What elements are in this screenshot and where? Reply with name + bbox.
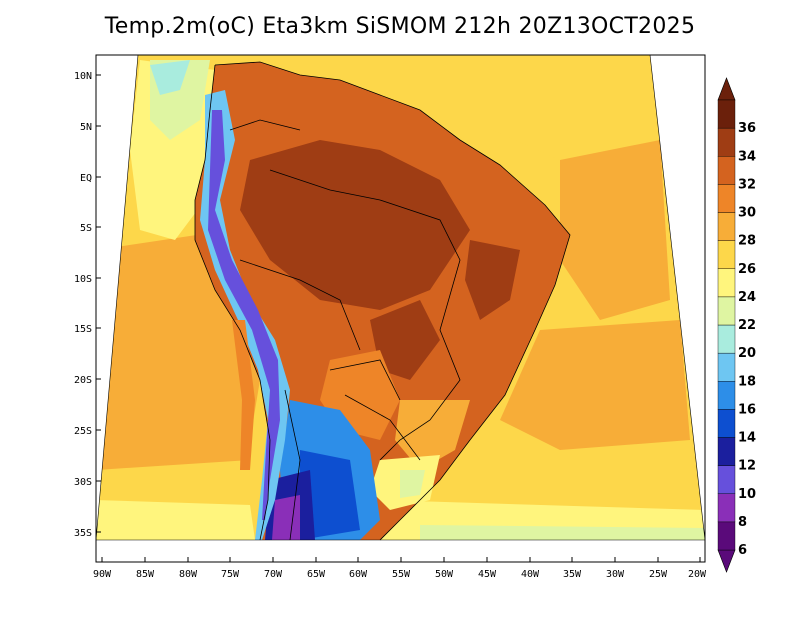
lon-label-60w: 60W [349, 569, 368, 580]
map-title: Temp.2m(oC) Eta3km SiSMOM 212h 20Z13OCT2… [104, 14, 696, 39]
colorbar-segment [717, 352, 736, 382]
colorbar-segment [717, 296, 736, 326]
colorbar-segment [717, 99, 736, 129]
patagonia-cold [300, 450, 360, 540]
south-atlantic-subtropical [500, 320, 690, 450]
colorbar-segment [717, 127, 736, 157]
colorbar-label: 30 [738, 206, 756, 221]
lat-label-35s: 35S [74, 528, 92, 539]
colorbar-segment [717, 156, 736, 185]
colorbar-segment [717, 212, 736, 241]
amazon-hot-zone [240, 140, 470, 310]
lat-label-10s: 10S [74, 274, 92, 285]
colorbar-label: 28 [738, 234, 756, 249]
colorbar-segment [717, 240, 736, 269]
colorbar-segment [717, 268, 736, 298]
tropical-atlantic-warm [350, 55, 660, 170]
lon-label-55w: 55W [392, 569, 411, 580]
colorbar-segment [717, 409, 736, 438]
south-atlantic-warm [560, 140, 670, 320]
colorbar-segment [717, 184, 736, 213]
country-borders [194, 61, 571, 541]
patagonia-coldest [272, 495, 300, 540]
lon-label-45w: 45W [478, 569, 497, 580]
colorbar-label: 20 [738, 346, 756, 361]
longitude-axis: 90W 85W 80W 75W 70W 65W 60W 55W 50W 45W … [93, 557, 707, 580]
lon-label-35w: 35W [563, 569, 582, 580]
lon-label-50w: 50W [435, 569, 454, 580]
lat-label-30s: 30S [74, 477, 92, 488]
peru-brazil-border [239, 259, 361, 351]
coastline-pacific [194, 64, 271, 541]
colorbar-label: 16 [738, 402, 756, 417]
colorbar-label: 34 [738, 149, 756, 164]
lat-label-5s: 5S [80, 223, 92, 234]
latitude-axis: 10N 5N EQ 5S 10S 15S 20S 25S 30S 35S [74, 71, 101, 539]
colorbar-label: 36 [738, 121, 756, 136]
colorbar-segment [717, 465, 736, 494]
lon-label-75w: 75W [221, 569, 240, 580]
rio-grande-do-sul [400, 470, 425, 498]
coastline-atlantic [214, 61, 571, 541]
northeast-hot-zone [465, 240, 520, 320]
lon-label-40w: 40W [521, 569, 540, 580]
lon-label-85w: 85W [136, 569, 155, 580]
peru-current-cold [150, 60, 190, 95]
chile-argentina-border [284, 389, 301, 541]
lat-label-15s: 15S [74, 324, 92, 335]
chile-coast [232, 320, 255, 470]
colorbar-label: 24 [738, 290, 756, 305]
southern-brazil [395, 400, 470, 470]
lon-label-70w: 70W [264, 569, 283, 580]
colorbar-label: 14 [738, 431, 756, 446]
colorbar-segment [717, 437, 736, 466]
map-domain [96, 55, 705, 540]
brazil-border [269, 169, 461, 461]
colorbar-segment [717, 493, 736, 523]
lat-label-20s: 20S [74, 375, 92, 386]
colorbar-segment [717, 381, 736, 410]
andes-high-peaks [208, 110, 280, 520]
colorbar-bottom-arrow [717, 549, 736, 573]
lat-label-5n: 5N [80, 122, 92, 133]
colorbar-label: 10 [738, 487, 756, 502]
colorbar-label: 22 [738, 318, 756, 333]
lat-label-eq: EQ [80, 173, 92, 184]
lat-label-25s: 25S [74, 426, 92, 437]
colorbar-label: 12 [738, 459, 756, 474]
lon-label-65w: 65W [307, 569, 326, 580]
colorbar-segment [717, 324, 736, 354]
lon-label-25w: 25W [649, 569, 668, 580]
lat-label-10n: 10N [74, 71, 92, 82]
south-atlantic-colder [420, 525, 705, 540]
lon-label-80w: 80W [179, 569, 198, 580]
colorbar-label: 26 [738, 262, 756, 277]
colorbar-label: 32 [738, 177, 756, 192]
colorbar-label: 6 [738, 543, 747, 558]
colorbar: 6 8 10 12 14 16 18 20 22 24 26 28 30 32 34 36 [717, 77, 756, 573]
pacific-cool [96, 500, 255, 540]
paraguay-border [344, 394, 421, 461]
pantanal-hot-zone [370, 300, 440, 380]
colorbar-label: 8 [738, 515, 747, 530]
colorbar-segment [717, 521, 736, 551]
lon-label-90w: 90W [93, 569, 112, 580]
lon-label-20w: 20W [688, 569, 707, 580]
lon-label-30w: 30W [606, 569, 625, 580]
colombia-border [229, 119, 301, 131]
colorbar-top-arrow [717, 77, 736, 101]
bolivia-border [329, 359, 401, 401]
colorbar-label: 18 [738, 374, 756, 389]
